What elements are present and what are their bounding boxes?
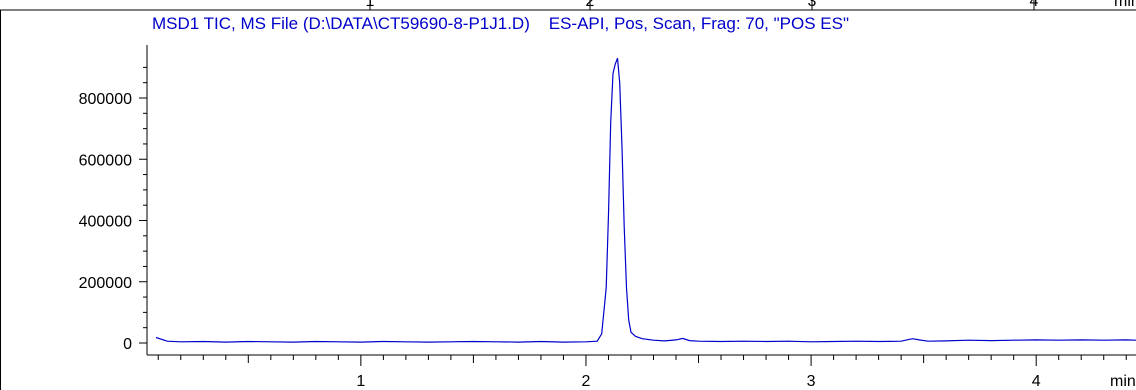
y-tick-label: 200000 — [79, 275, 132, 292]
x-tick-label: 3 — [807, 373, 816, 390]
x-axis-ticks: 1 2 3 4 — [157, 355, 1127, 390]
top-strip-ticks: 1 2 3 4 — [366, 0, 1039, 10]
plot-axes — [146, 45, 1136, 356]
tic-trace-line — [155, 57, 1136, 343]
y-axis-ticks: 0 200000 400000 600000 800000 — [79, 66, 147, 353]
y-tick-label: 0 — [123, 336, 132, 353]
x-axis-unit-label: min — [1110, 373, 1136, 390]
x-tick-label: 1 — [356, 373, 365, 390]
top-strip-unit-label: min — [1114, 0, 1136, 10]
top-strip-tick-label: 1 — [366, 0, 375, 10]
x-tick-label: 4 — [1032, 373, 1041, 390]
x-tick-label: 2 — [582, 373, 591, 390]
chart-title: MSD1 TIC, MS File (D:\DATA\CT59690-8-P1J… — [152, 14, 849, 33]
y-tick-label: 600000 — [79, 152, 132, 169]
top-strip-tick-label: 3 — [808, 0, 817, 10]
y-tick-label: 800000 — [79, 91, 132, 108]
top-strip-tick-label: 2 — [586, 0, 595, 10]
top-strip: 1 2 3 4 min — [0, 0, 1136, 11]
top-strip-tick-label: 4 — [1030, 0, 1039, 10]
y-tick-label: 400000 — [79, 214, 132, 231]
